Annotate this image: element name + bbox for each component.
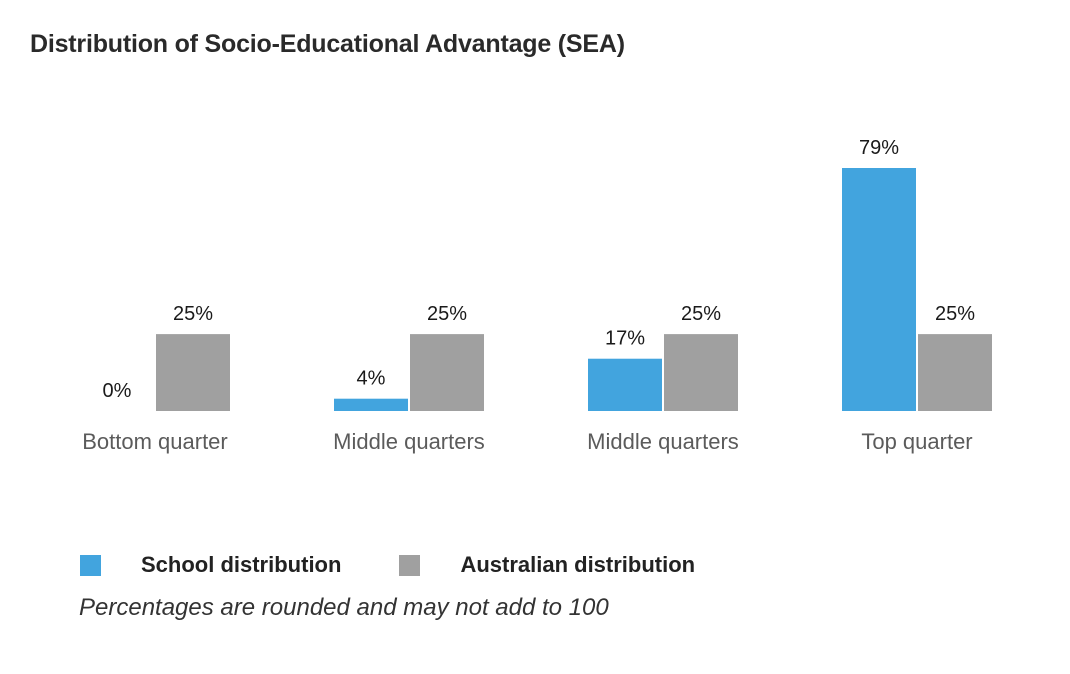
category-label-1: Middle quarters: [333, 429, 485, 454]
data-label-school-1: 4%: [357, 368, 386, 390]
category-label-3: Top quarter: [861, 429, 972, 454]
bar-australian-1: [410, 334, 484, 411]
category-label-0: Bottom quarter: [82, 429, 228, 454]
legend-swatch-australian: [399, 554, 421, 576]
legend-item-australian: Australian distribution: [399, 552, 695, 578]
category-label-2: Middle quarters: [587, 429, 739, 454]
legend-label-australian: Australian distribution: [460, 552, 696, 577]
bar-school-2: [588, 358, 662, 411]
legend-label-school: School distribution: [141, 552, 342, 577]
data-label-school-0: 0%: [103, 380, 132, 402]
legend-swatch-school: [80, 554, 101, 576]
bar-australian-3: [918, 334, 992, 411]
bar-australian-2: [664, 334, 738, 411]
chart-title: Distribution of Socio-Educational Advant…: [30, 30, 625, 58]
data-label-australian-3: 25%: [935, 303, 975, 325]
data-label-australian-2: 25%: [681, 303, 721, 325]
footnote: Percentages are rounded and may not add …: [79, 594, 609, 621]
legend-item-school: School distribution: [80, 552, 341, 578]
bar-school-3: [842, 168, 916, 411]
legend: School distribution Australian distribut…: [80, 552, 753, 578]
data-label-school-3: 79%: [859, 137, 899, 159]
bar-school-1: [334, 398, 408, 411]
data-label-school-2: 17%: [605, 328, 645, 350]
bar-australian-0: [156, 334, 230, 411]
data-label-australian-0: 25%: [173, 303, 213, 325]
data-label-australian-1: 25%: [427, 303, 467, 325]
